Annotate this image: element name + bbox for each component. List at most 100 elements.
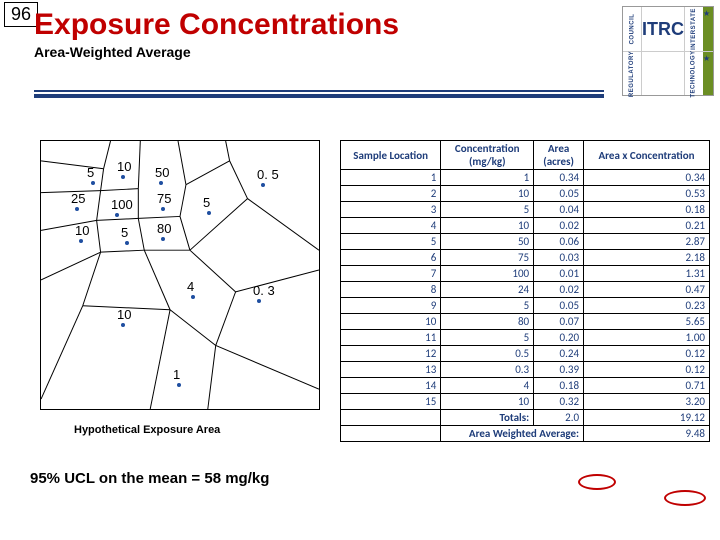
table-cell: 4 <box>441 378 534 394</box>
table-cell: 0.53 <box>584 186 710 202</box>
table-row: 130.30.390.12 <box>341 362 710 378</box>
logo-text: COUNCIL <box>623 7 641 51</box>
table-row: 4100.020.21 <box>341 218 710 234</box>
column-header: Area x Concentration <box>584 141 710 170</box>
sample-label: 100 <box>111 197 133 212</box>
sample-point-icon <box>161 237 165 241</box>
diagram-caption: Hypothetical Exposure Area <box>74 424 220 436</box>
sample-point-icon <box>207 211 211 215</box>
sample-point-icon <box>159 181 163 185</box>
table-cell: 0.32 <box>534 394 584 410</box>
sample-label: 1 <box>173 367 180 382</box>
sample-label: 5 <box>203 195 210 210</box>
table-cell: 0.02 <box>534 218 584 234</box>
table-cell: 0.05 <box>534 186 584 202</box>
table-row: 6750.032.18 <box>341 250 710 266</box>
sample-point-icon <box>121 175 125 179</box>
sample-point-icon <box>115 213 119 217</box>
table-cell: 0.05 <box>534 298 584 314</box>
table-cell: 6 <box>341 250 441 266</box>
sample-point-icon <box>121 323 125 327</box>
logo-text: REGULATORY <box>623 52 641 95</box>
table-cell: 1 <box>441 170 534 186</box>
table-cell: 10 <box>441 218 534 234</box>
table-cell: 100 <box>441 266 534 282</box>
table-cell: 0.47 <box>584 282 710 298</box>
table-cell: 1 <box>341 170 441 186</box>
sample-point-icon <box>75 207 79 211</box>
table-cell: 0.12 <box>584 346 710 362</box>
sample-label: 75 <box>157 191 171 206</box>
sample-label: 10 <box>117 307 131 322</box>
column-header: Sample Location <box>341 141 441 170</box>
itrc-logo: COUNCIL ITRC INTERSTATE REGULATORY TECHN… <box>622 6 714 96</box>
logo-text: TECHNOLOGY <box>685 52 703 95</box>
table-cell: 11 <box>341 330 441 346</box>
sample-label: 10 <box>75 223 89 238</box>
table-cell: 0.18 <box>584 202 710 218</box>
logo-text: ITRC <box>641 7 685 51</box>
divider <box>34 90 604 92</box>
table-cell: 0.02 <box>534 282 584 298</box>
table-row: 5500.062.87 <box>341 234 710 250</box>
table-cell: 0.23 <box>584 298 710 314</box>
table-cell: 3 <box>341 202 441 218</box>
table-cell: 0.18 <box>534 378 584 394</box>
sample-label: 0. 3 <box>253 283 275 298</box>
sample-label: 25 <box>71 191 85 206</box>
logo-text: INTERSTATE <box>685 7 703 51</box>
page-subtitle: Area-Weighted Average <box>34 44 620 60</box>
table-cell: 0.03 <box>534 250 584 266</box>
sample-label: 10 <box>117 159 131 174</box>
table-cell: 7 <box>341 266 441 282</box>
table-row: 1150.201.00 <box>341 330 710 346</box>
table-row: 15100.323.20 <box>341 394 710 410</box>
sample-point-icon <box>79 239 83 243</box>
sample-label: 80 <box>157 221 171 236</box>
page-number: 96 <box>4 2 38 27</box>
table-cell: 0.20 <box>534 330 584 346</box>
table-cell: 0.71 <box>584 378 710 394</box>
table-row: 71000.011.31 <box>341 266 710 282</box>
table-cell: 75 <box>441 250 534 266</box>
table-cell: 5 <box>441 330 534 346</box>
sample-label: 0. 5 <box>257 167 279 182</box>
sample-label: 50 <box>155 165 169 180</box>
column-header: Area(acres) <box>534 141 584 170</box>
highlight-oval <box>578 474 616 490</box>
table-cell: 2.87 <box>584 234 710 250</box>
table-cell: 24 <box>441 282 534 298</box>
table-cell: 5.65 <box>584 314 710 330</box>
table-cell: 0.5 <box>441 346 534 362</box>
table-cell: 9 <box>341 298 441 314</box>
table-row: 2100.050.53 <box>341 186 710 202</box>
sample-point-icon <box>177 383 181 387</box>
table-row: 10800.075.65 <box>341 314 710 330</box>
table-cell: 0.07 <box>534 314 584 330</box>
table-cell: 0.3 <box>441 362 534 378</box>
table-cell: 5 <box>341 234 441 250</box>
logo-text <box>641 52 685 95</box>
awa-row: Area Weighted Average:9.48 <box>341 426 710 442</box>
table-cell: 1.00 <box>584 330 710 346</box>
sample-point-icon <box>161 207 165 211</box>
table-cell: 5 <box>441 202 534 218</box>
table-cell: 12 <box>341 346 441 362</box>
totals-row: Totals:2.019.12 <box>341 410 710 426</box>
table-cell: 4 <box>341 218 441 234</box>
heading-block: Exposure Concentrations Area-Weighted Av… <box>34 8 620 60</box>
table-cell: 0.06 <box>534 234 584 250</box>
table-row: 1440.180.71 <box>341 378 710 394</box>
table-cell: 15 <box>341 394 441 410</box>
table-cell: 0.01 <box>534 266 584 282</box>
table-cell: 0.24 <box>534 346 584 362</box>
sample-label: 4 <box>187 279 194 294</box>
highlight-oval <box>664 490 706 506</box>
table-cell: 0.21 <box>584 218 710 234</box>
logo-star-icon <box>703 52 713 95</box>
table-row: 950.050.23 <box>341 298 710 314</box>
table-cell: 50 <box>441 234 534 250</box>
logo-star-icon <box>703 7 713 51</box>
table-cell: 0.12 <box>584 362 710 378</box>
table-cell: 13 <box>341 362 441 378</box>
